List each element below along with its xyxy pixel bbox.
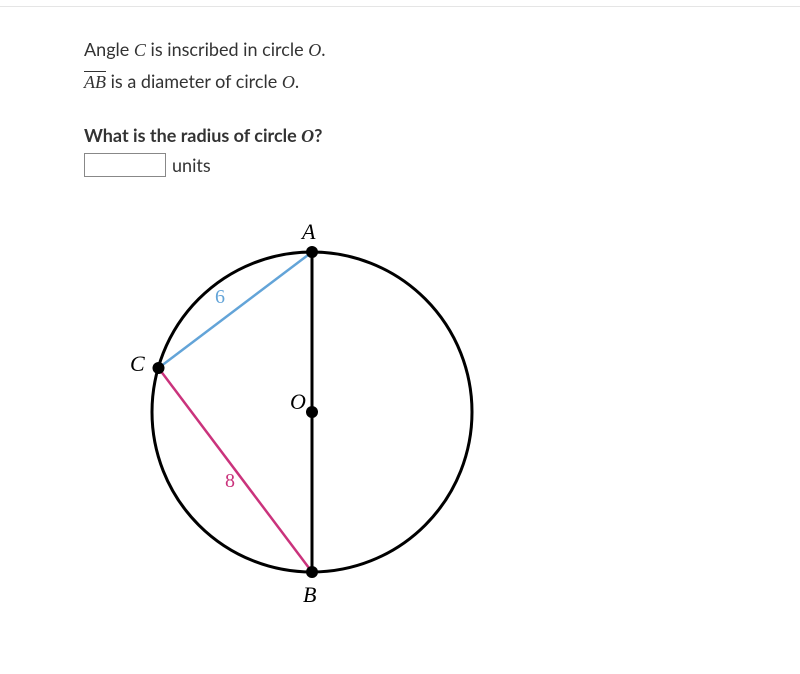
var-C: C: [134, 40, 146, 60]
point-label-O: O: [290, 389, 306, 414]
statement-line-1: Angle C is inscribed in circle O.: [84, 36, 684, 64]
text: is a diameter of circle: [106, 70, 282, 92]
text: What is the radius of circle: [84, 124, 301, 146]
segment-AB: AB: [84, 72, 106, 92]
text: .: [321, 38, 325, 60]
text: is inscribed in circle: [146, 38, 308, 60]
diagram-svg: A B C O 6 8: [80, 197, 520, 627]
answer-row: units: [84, 153, 684, 177]
point-C: [153, 362, 165, 374]
length-AC-label: 6: [215, 286, 225, 308]
radius-input[interactable]: [84, 153, 166, 177]
problem-statement: Angle C is inscribed in circle O. AB is …: [84, 36, 684, 96]
problem-content: Angle C is inscribed in circle O. AB is …: [84, 36, 684, 627]
question-text: What is the radius of circle O?: [84, 124, 684, 147]
point-B: [306, 566, 318, 578]
text: .: [295, 70, 299, 92]
text: ?: [314, 124, 322, 146]
point-label-A: A: [300, 219, 316, 244]
text: Angle: [84, 38, 134, 60]
segment-BC: [159, 368, 313, 572]
point-label-C: C: [130, 351, 145, 376]
var-O: O: [308, 40, 321, 60]
divider-top: [0, 6, 800, 7]
statement-line-2: AB is a diameter of circle O.: [84, 68, 684, 96]
segment-AC: [159, 252, 313, 368]
point-label-B: B: [303, 582, 316, 607]
point-O: [306, 406, 318, 418]
var-O: O: [282, 72, 295, 92]
var-O: O: [301, 126, 314, 146]
units-label: units: [172, 154, 211, 176]
circle-diagram: A B C O 6 8: [80, 197, 684, 627]
length-BC-label: 8: [225, 470, 235, 492]
point-A: [306, 246, 318, 258]
